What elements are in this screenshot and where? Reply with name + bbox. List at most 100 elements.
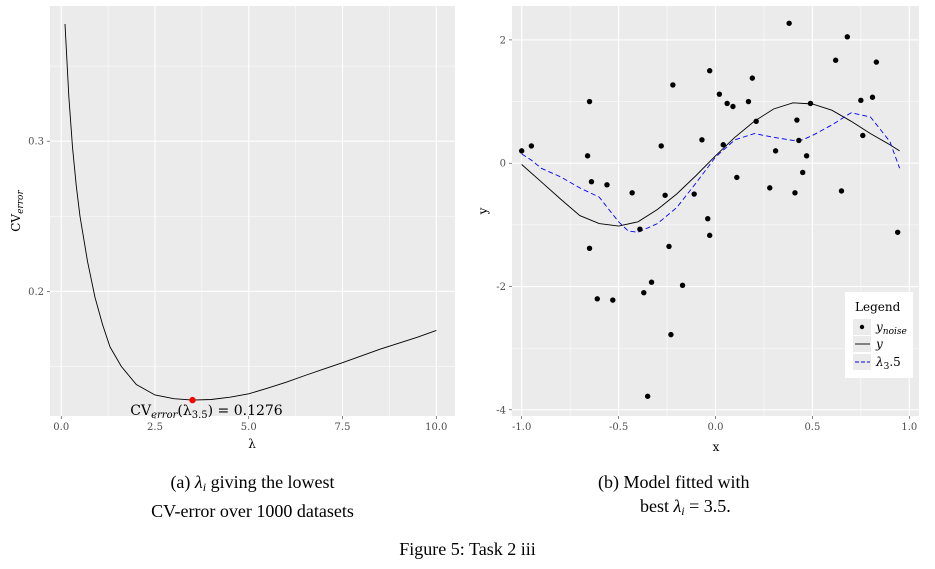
y-axis-label-b: y (476, 207, 490, 215)
legend-key-point (859, 324, 865, 330)
ann-mid: (λ (177, 403, 191, 419)
legend-1-sub: noise (883, 327, 907, 337)
ann-suffix: ) = 0.1276 (208, 403, 283, 419)
noise-point (792, 190, 798, 196)
grid-a (50, 6, 455, 416)
b-x-tick-label: 0.5 (804, 422, 820, 433)
noise-point (604, 182, 610, 188)
noise-point (767, 185, 773, 191)
noise-point (753, 118, 759, 124)
plot-panel-a (50, 6, 455, 416)
noise-point (662, 192, 668, 198)
noise-point (699, 137, 705, 143)
noise-point (528, 143, 535, 149)
legend-3-suffix: .5 (889, 355, 900, 369)
caption-b-post: = 3.5. (689, 496, 731, 516)
noise-point (588, 179, 595, 185)
min-cv-point (189, 396, 196, 404)
caption-b-line1: (b) Model fitted with (598, 472, 750, 492)
caption-a-line2: CV-error over 1000 datasets (151, 501, 354, 521)
caption-b-line2: best λi = 3.5. (598, 494, 828, 523)
b-x-tick-label: -1.0 (512, 422, 531, 433)
lambda-fit-line (521, 112, 901, 233)
noise-point (796, 137, 802, 144)
noise-point (869, 94, 876, 100)
legend-3-sub: 3 (884, 362, 890, 372)
noise-point (644, 393, 651, 399)
noise-point (679, 282, 686, 288)
a-x-tick-label: 10.0 (425, 422, 447, 433)
legend-label-y: y (875, 337, 883, 351)
noise-point (705, 216, 711, 222)
noise-point (706, 232, 713, 239)
noise-point (749, 75, 756, 81)
noise-point (860, 132, 866, 139)
legend-label-ynoise: ynoise (875, 320, 907, 337)
noise-point (518, 148, 525, 154)
noise-point (772, 148, 779, 154)
b-y-tick-label: -4 (496, 405, 506, 416)
y-label-a-sub: error (16, 190, 26, 214)
legend-1-main: y (875, 320, 883, 334)
noise-point (734, 174, 740, 181)
noise-point (666, 243, 672, 250)
noise-point (803, 153, 810, 159)
chart-model-fit: -1.0 -0.5 0.0 0.5 1.0-4-202 x y Legend ynois… (476, 6, 919, 454)
a-y-tick-label: 0.2 (28, 287, 44, 298)
noise-point (844, 34, 850, 40)
b-y-tick-label: -2 (496, 282, 506, 293)
ticks-b: -1.0 -0.5 0.0 0.5 1.0 -4 -2 0 2 (496, 35, 917, 433)
noise-point (807, 100, 814, 107)
y-axis-label-a: CVerror (9, 190, 26, 232)
b-x-tick-label: 0.0 (708, 422, 724, 433)
noise-point (594, 296, 600, 302)
noise-point (745, 98, 752, 105)
noise-point (724, 100, 730, 107)
a-x-tick-label: 2.5 (147, 422, 163, 433)
legend-3-main: λ (875, 355, 884, 369)
b-x-tick-label: -0.5 (609, 422, 628, 433)
caption-b-sub: i (681, 504, 685, 518)
noise-point (838, 188, 845, 194)
caption-b-lambda: λ (673, 496, 682, 516)
x-axis-label-b: x (713, 440, 720, 454)
noise-point (832, 57, 839, 63)
noise-points (518, 20, 901, 399)
caption-a-label: (a) (170, 472, 191, 492)
noise-point (648, 279, 655, 285)
a-x-tick-label: 7.5 (335, 422, 351, 433)
noise-point (730, 103, 736, 110)
caption-a-line1: (a) λi giving the lowest (50, 470, 455, 499)
noise-point (586, 98, 593, 105)
noise-point (584, 153, 591, 159)
noise-point (641, 289, 647, 296)
true-y-line (521, 102, 900, 227)
min-cv-annotation: CVerror(λ3.5) = 0.1276 (130, 403, 283, 421)
caption-a-sub: i (202, 480, 207, 494)
noise-point (670, 82, 676, 88)
ticks-a: 0.0 2.5 5.0 7.5 10.0 0.2 0.3 (28, 137, 447, 433)
noise-point (716, 91, 723, 97)
ann-sub2: 3.5 (192, 410, 208, 421)
b-y-tick-label: 2 (500, 35, 506, 46)
ann-prefix: CV (130, 403, 152, 419)
noise-point (720, 142, 726, 148)
noise-point (786, 20, 792, 26)
noise-point (610, 297, 616, 303)
legend-label-lambda: λ3.5 (875, 355, 901, 372)
noise-point (873, 59, 880, 65)
noise-point (894, 229, 901, 235)
x-axis-label-a: λ (248, 437, 256, 451)
noise-point (668, 331, 674, 338)
y-label-a-main: CV (9, 214, 23, 232)
caption-b-pre: best (640, 496, 669, 516)
figure-caption: Figure 5: Task 2 iii (399, 539, 536, 559)
noise-point (794, 117, 800, 123)
noise-point (800, 169, 806, 176)
chart-cv-error: 0.0 2.5 5.0 7.5 10.00.20.3 CVerror(λ3.5) = 0… (9, 6, 455, 451)
ann-sub1: error (151, 410, 178, 421)
legend: Legend ynoise y λ3.5 (845, 292, 913, 378)
a-y-tick-label: 0.3 (28, 137, 44, 148)
a-x-tick-label: 0.0 (53, 422, 69, 433)
